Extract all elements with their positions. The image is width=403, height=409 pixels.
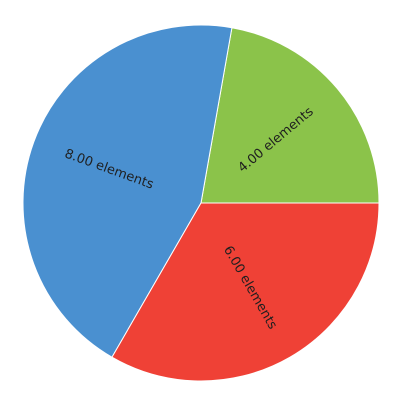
pie-slices bbox=[22, 24, 380, 382]
pie-slice-0[interactable] bbox=[200, 27, 380, 204]
pie-slice-1[interactable] bbox=[22, 24, 233, 358]
pie-slice-2[interactable] bbox=[111, 202, 380, 382]
